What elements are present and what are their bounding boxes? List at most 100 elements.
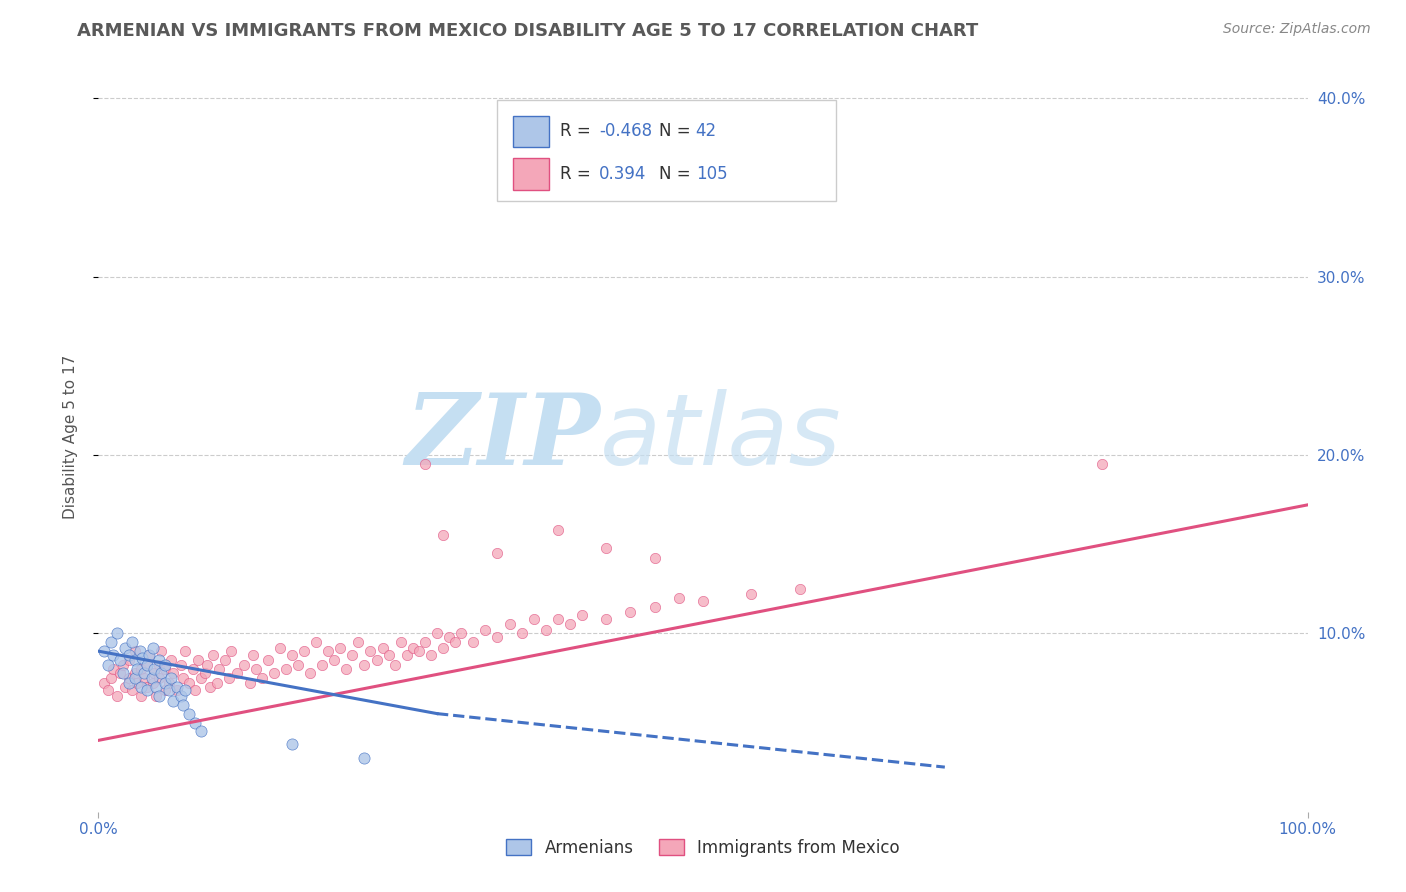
Y-axis label: Disability Age 5 to 17: Disability Age 5 to 17 — [63, 355, 77, 519]
Point — [329, 640, 352, 655]
Point — [97, 658, 120, 673]
Point — [118, 653, 141, 667]
Point — [269, 640, 291, 655]
Point — [172, 671, 194, 685]
Point — [124, 671, 146, 685]
Point — [93, 676, 115, 690]
Point — [256, 653, 278, 667]
Legend: Armenians, Immigrants from Mexico: Armenians, Immigrants from Mexico — [499, 832, 907, 863]
FancyBboxPatch shape — [498, 100, 837, 201]
Text: ZIP: ZIP — [405, 389, 600, 485]
Point — [384, 658, 406, 673]
Point — [108, 653, 131, 667]
Text: atlas: atlas — [600, 389, 842, 485]
Point — [426, 626, 449, 640]
Point — [108, 665, 131, 680]
Point — [413, 457, 436, 471]
Point — [153, 662, 176, 676]
Point — [118, 648, 141, 662]
Point — [198, 680, 221, 694]
Point — [432, 640, 454, 655]
Point — [100, 635, 122, 649]
Point — [101, 662, 124, 676]
Point — [218, 671, 240, 685]
Point — [135, 658, 157, 673]
Point — [195, 658, 218, 673]
Point — [595, 541, 617, 555]
Point — [135, 683, 157, 698]
Point — [118, 676, 141, 690]
Point — [153, 658, 176, 673]
Point — [214, 653, 236, 667]
Point — [150, 665, 173, 680]
Point — [353, 751, 375, 765]
Point — [145, 680, 167, 694]
Point — [162, 694, 184, 708]
Point — [124, 644, 146, 658]
Point — [287, 658, 309, 673]
Point — [366, 653, 388, 667]
Point — [239, 676, 262, 690]
Point — [181, 662, 204, 676]
Point — [184, 715, 207, 730]
Point — [179, 706, 201, 721]
Point — [347, 635, 370, 649]
Point — [153, 676, 176, 690]
Point — [157, 676, 180, 690]
Point — [145, 689, 167, 703]
Text: 0.394: 0.394 — [599, 165, 647, 183]
Point — [138, 648, 160, 662]
Bar — [513, 116, 550, 147]
Point — [135, 658, 157, 673]
Point — [187, 653, 209, 667]
Point — [172, 698, 194, 712]
Point — [142, 640, 165, 655]
Point — [111, 665, 134, 680]
Point — [242, 648, 264, 662]
Point — [143, 662, 166, 676]
Text: 105: 105 — [696, 165, 727, 183]
Point — [463, 635, 485, 649]
Point — [150, 644, 173, 658]
Text: Source: ZipAtlas.com: Source: ZipAtlas.com — [1223, 22, 1371, 37]
Point — [619, 605, 641, 619]
Point — [121, 683, 143, 698]
Text: -0.468: -0.468 — [599, 122, 652, 140]
Point — [534, 623, 557, 637]
Point — [111, 658, 134, 673]
Point — [486, 546, 509, 560]
Point — [166, 680, 188, 694]
Point — [134, 665, 156, 680]
Bar — [513, 159, 550, 190]
Point — [105, 689, 128, 703]
Point — [208, 662, 231, 676]
Point — [371, 640, 394, 655]
Point — [299, 665, 322, 680]
Point — [498, 617, 520, 632]
Point — [142, 676, 165, 690]
Point — [129, 689, 152, 703]
Point — [1091, 457, 1114, 471]
Point — [101, 648, 124, 662]
Point — [789, 582, 811, 596]
Point — [148, 658, 170, 673]
Point — [420, 648, 443, 662]
Point — [157, 683, 180, 698]
Point — [202, 648, 225, 662]
Point — [395, 648, 418, 662]
Point — [432, 528, 454, 542]
Point — [169, 658, 191, 673]
Text: R =: R = — [561, 165, 602, 183]
Point — [274, 662, 297, 676]
Point — [190, 671, 212, 685]
Point — [127, 662, 149, 676]
Point — [335, 662, 357, 676]
Point — [281, 737, 304, 751]
Point — [232, 658, 254, 673]
Point — [153, 683, 176, 698]
Point — [190, 724, 212, 739]
Point — [226, 665, 249, 680]
Point — [305, 635, 328, 649]
Point — [558, 617, 581, 632]
Point — [138, 648, 160, 662]
